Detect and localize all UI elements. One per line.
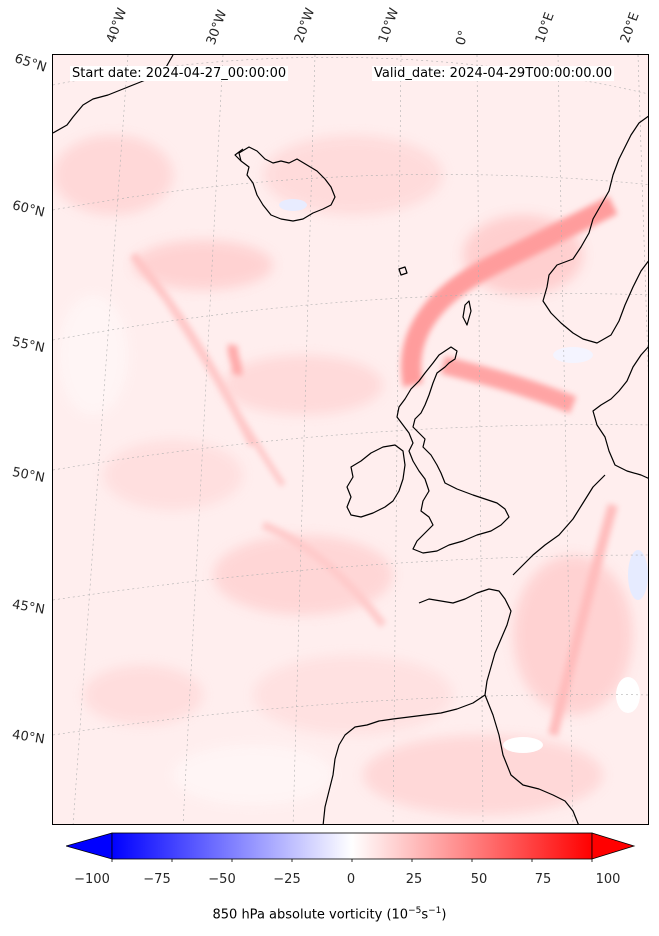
lon-label-30w: 30°W xyxy=(203,8,231,47)
lon-label-10w: 10°W xyxy=(375,6,403,45)
vorticity-field xyxy=(53,55,648,824)
colorbar xyxy=(66,832,636,862)
colorbar-tick-label: 75 xyxy=(534,872,552,887)
coastline-shetland xyxy=(462,300,472,326)
lat-label-55n: 55°N xyxy=(10,334,46,357)
coastline-faroe xyxy=(398,266,408,276)
lat-label-65n: 65°N xyxy=(12,51,49,76)
coastline-sweden-denmark xyxy=(592,346,648,479)
lon-label-20e: 20°E xyxy=(617,10,643,46)
colorbar-tick-label: 100 xyxy=(595,872,621,887)
colorbar-tick-label: 0 xyxy=(346,872,356,887)
colorbar-tick-label: −75 xyxy=(143,872,171,887)
coastline-continent xyxy=(512,474,606,576)
coastlines xyxy=(53,55,648,824)
colorbar-label: 850 hPa absolute vorticity (10−5s−1) xyxy=(212,906,447,923)
colorbar-body xyxy=(111,832,593,860)
vorticity-map xyxy=(52,54,649,825)
lat-label-60n: 60°N xyxy=(10,198,47,221)
lon-label-0: 0° xyxy=(453,28,472,47)
map-canvas xyxy=(53,55,648,824)
colorbar-tick-label: 25 xyxy=(405,872,423,887)
lat-label-50n: 50°N xyxy=(10,465,46,486)
colorbar-tick-label: 50 xyxy=(470,872,488,887)
coastline-mediterranean xyxy=(484,694,579,824)
lat-label-40n: 40°N xyxy=(11,727,46,748)
coastline-france-iberia xyxy=(322,588,512,824)
coastline-iceland xyxy=(238,146,336,222)
colorbar-tick-label: −25 xyxy=(273,872,301,887)
colorbar-extend-max xyxy=(591,832,636,860)
start-date-label: Start date: 2024-04-27_00:00:00 xyxy=(70,66,289,81)
coastline-ireland xyxy=(346,444,406,518)
lon-label-20w: 20°W xyxy=(291,6,319,45)
valid-date-label: Valid_date: 2024-04-29T00:00:00.00 xyxy=(372,66,615,81)
colorbar-tick-label: −50 xyxy=(208,872,236,887)
lon-label-40w: 40°W xyxy=(103,6,131,45)
lon-label-10e: 10°E xyxy=(532,10,558,46)
coastline-great-britain xyxy=(396,346,510,554)
colorbar-extend-min xyxy=(66,832,113,860)
coastline-scandinavia xyxy=(542,115,648,344)
colorbar-tick-label: −100 xyxy=(74,872,110,887)
lat-label-45n: 45°N xyxy=(10,597,46,618)
